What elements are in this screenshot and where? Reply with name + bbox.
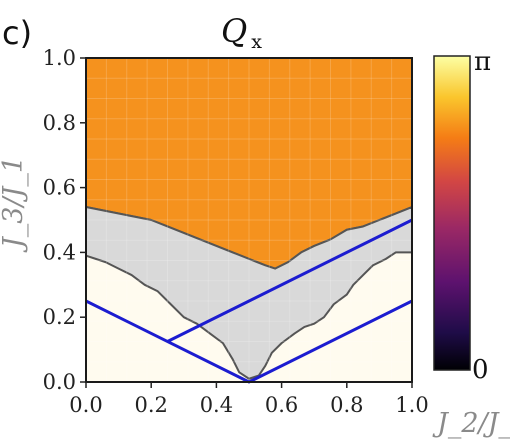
colorbar-max-label: π — [474, 47, 491, 77]
x-tick-label: 0.0 — [69, 393, 102, 417]
colorbar — [433, 55, 471, 371]
y-tick-label: 0.4 — [43, 240, 76, 264]
y-axis-ticks: 0.0 0.2 0.4 0.6 0.8 1.0 — [43, 46, 86, 394]
x-axis-label-text: J_2/J_1 — [432, 408, 510, 439]
x-axis-label: J_2/J_1 — [432, 408, 510, 439]
y-tick-label: 0.0 — [43, 370, 76, 394]
x-axis-ticks: 0.0 0.2 0.4 0.6 0.8 1.0 — [69, 382, 429, 417]
x-tick-label: 0.6 — [265, 393, 298, 417]
y-axis-label: J_3/J_1 — [0, 156, 29, 253]
heatmap-regions — [85, 57, 413, 382]
x-tick-label: 1.0 — [395, 393, 428, 417]
chart-title-sub: x — [251, 31, 262, 53]
y-tick-label: 0.6 — [43, 176, 76, 200]
plot-area — [85, 57, 413, 384]
panel-label: c) — [2, 14, 32, 52]
colorbar-min-label: 0 — [472, 355, 489, 385]
x-tick-label: 0.4 — [200, 393, 233, 417]
y-tick-label: 1.0 — [43, 46, 76, 70]
region-gray — [85, 206, 413, 380]
y-tick-label: 0.8 — [43, 111, 76, 135]
chart-title: Q x — [221, 12, 262, 53]
x-tick-label: 0.8 — [330, 393, 363, 417]
chart-title-main: Q — [221, 12, 247, 50]
grid-overlay — [86, 58, 412, 382]
x-tick-label: 0.2 — [134, 393, 167, 417]
series-line-2 — [166, 218, 413, 343]
y-axis-label-text: J_3/J_1 — [0, 156, 29, 253]
y-tick-label: 0.2 — [43, 305, 76, 329]
plot-frame — [85, 57, 413, 383]
